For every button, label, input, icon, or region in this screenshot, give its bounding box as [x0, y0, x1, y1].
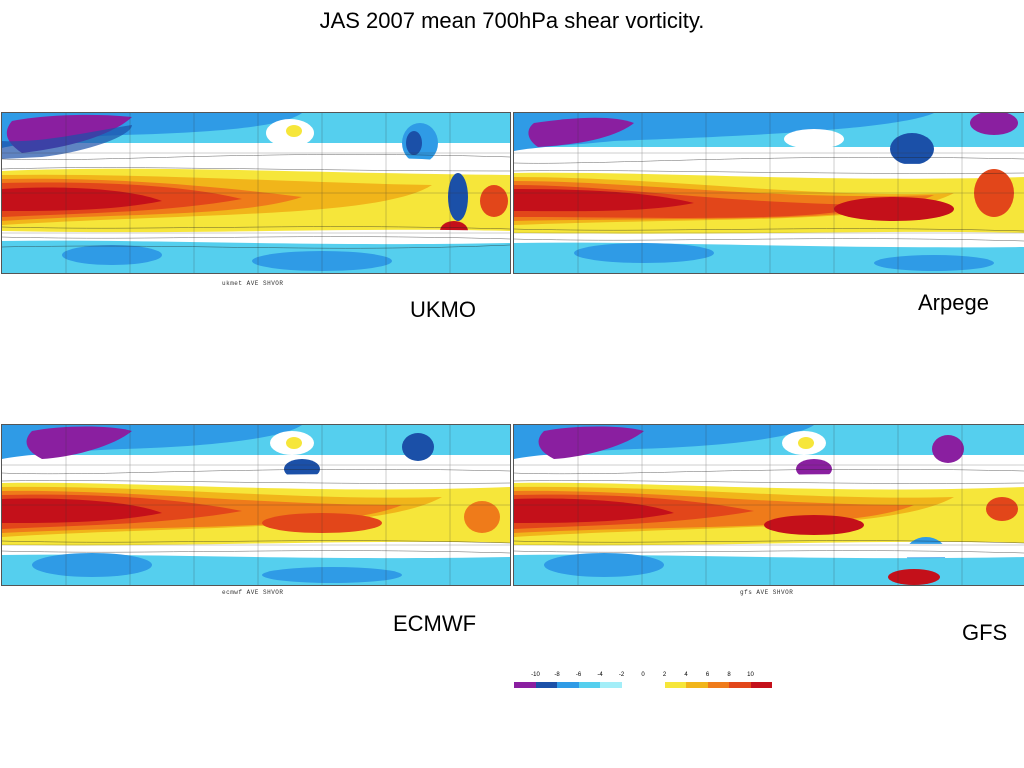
ukmo-caption: ukmet AVE SHVOR — [222, 280, 284, 287]
colorbar-segment — [686, 682, 708, 688]
ecmwf-map-panel — [1, 424, 511, 586]
blob-darkblue-ne — [402, 433, 434, 461]
colorbar-segment — [535, 682, 557, 688]
ecmwf-label: ECMWF — [393, 611, 477, 636]
contour-lines — [514, 157, 1024, 242]
colorbar-segment — [578, 682, 600, 688]
colorbar-strip — [514, 682, 772, 688]
blob-yellow-1 — [286, 437, 302, 449]
colorbar-tick-label: -6 — [575, 672, 582, 678]
ukmo-label: UKMO — [410, 297, 476, 322]
blob-red-east — [834, 197, 954, 221]
blob-red-east — [764, 515, 864, 535]
contour-lines — [2, 154, 510, 249]
colorbar-segment — [729, 682, 751, 688]
blob-orange-east — [464, 501, 500, 533]
colorbar-segment — [664, 682, 686, 688]
blob-yellow-1 — [798, 437, 814, 449]
blob-darkblue-1 — [284, 459, 320, 479]
blob-blue-east — [448, 173, 468, 221]
contour-lines — [514, 469, 1024, 554]
band-north-purple — [528, 117, 634, 147]
colorbar-tick-label: 0 — [641, 672, 645, 678]
colorbar-legend: -10 -8 -6 -4 -2 0 2 4 6 8 10 — [514, 672, 772, 692]
band-north-darkblue — [2, 125, 132, 159]
blob-blue-south — [574, 243, 714, 263]
band-north-purple — [26, 426, 132, 459]
arpege-map-panel — [513, 112, 1024, 274]
arpege-label: Arpege — [918, 290, 989, 315]
colorbar-tick-label: -4 — [597, 672, 603, 678]
colorbar-segment — [514, 682, 536, 688]
blob-blue-south — [32, 553, 152, 577]
colorbar-segment — [621, 682, 643, 688]
blob-red-south — [888, 569, 940, 585]
band-red — [514, 498, 674, 523]
band-white-transition-n — [514, 473, 1024, 487]
band-north-purple — [538, 426, 644, 459]
band-red — [2, 187, 162, 211]
colorbar-tick-label: 8 — [727, 672, 731, 678]
blob-yellow-1 — [286, 125, 302, 137]
gfs-caption: gfs AVE SHVOR — [740, 589, 794, 596]
slide-title: JAS 2007 mean 700hPa shear vorticity. — [319, 8, 705, 33]
blob-darkblue-n — [890, 133, 934, 165]
blob-orange-east — [480, 185, 508, 217]
band-white-transition-n — [2, 473, 510, 487]
map-gridlines — [514, 425, 1024, 585]
colorbar-tick-label: 10 — [747, 672, 754, 678]
blob-purple-ne — [970, 113, 1018, 135]
blob-blue-south — [62, 245, 162, 265]
blob-white-n — [784, 129, 844, 149]
gfs-label: GFS — [962, 620, 1008, 645]
ukmo-map-panel — [1, 112, 511, 274]
gfs-map-panel — [513, 424, 1024, 586]
colorbar-segment — [557, 682, 579, 688]
blob-blue-south — [544, 553, 664, 577]
map-gridlines — [2, 113, 510, 273]
blob-orange-east — [986, 497, 1018, 521]
colorbar-tick-label: -8 — [554, 672, 560, 678]
contour-lines — [2, 469, 510, 554]
band-white-transition-n — [514, 163, 1024, 177]
colorbar-segment — [707, 682, 729, 688]
band-red — [514, 189, 694, 212]
blob-blue-south-2 — [874, 255, 994, 271]
map-gridlines — [514, 113, 1024, 273]
ecmwf-caption: ecmwf AVE SHVOR — [222, 589, 284, 596]
colorbar-tick-label: 6 — [705, 672, 710, 678]
blob-blue-south-2 — [262, 567, 402, 583]
band-red — [2, 498, 162, 523]
colorbar-segment — [600, 682, 622, 688]
blob-purple-1 — [796, 459, 832, 479]
colorbar-tick-label: -2 — [618, 672, 625, 678]
colorbar-tick-label: 4 — [684, 672, 688, 678]
blob-darkblue-1 — [406, 131, 422, 155]
colorbar-segment — [750, 682, 772, 688]
colorbar-segment — [643, 682, 665, 688]
colorbar-tick-label: 2 — [662, 672, 667, 678]
colorbar-tick-label: -10 — [531, 672, 540, 678]
blob-purple-ne — [932, 435, 964, 463]
map-gridlines — [2, 425, 510, 585]
colorbar-labels: -10 -8 -6 -4 -2 0 2 4 6 8 10 — [514, 672, 772, 680]
